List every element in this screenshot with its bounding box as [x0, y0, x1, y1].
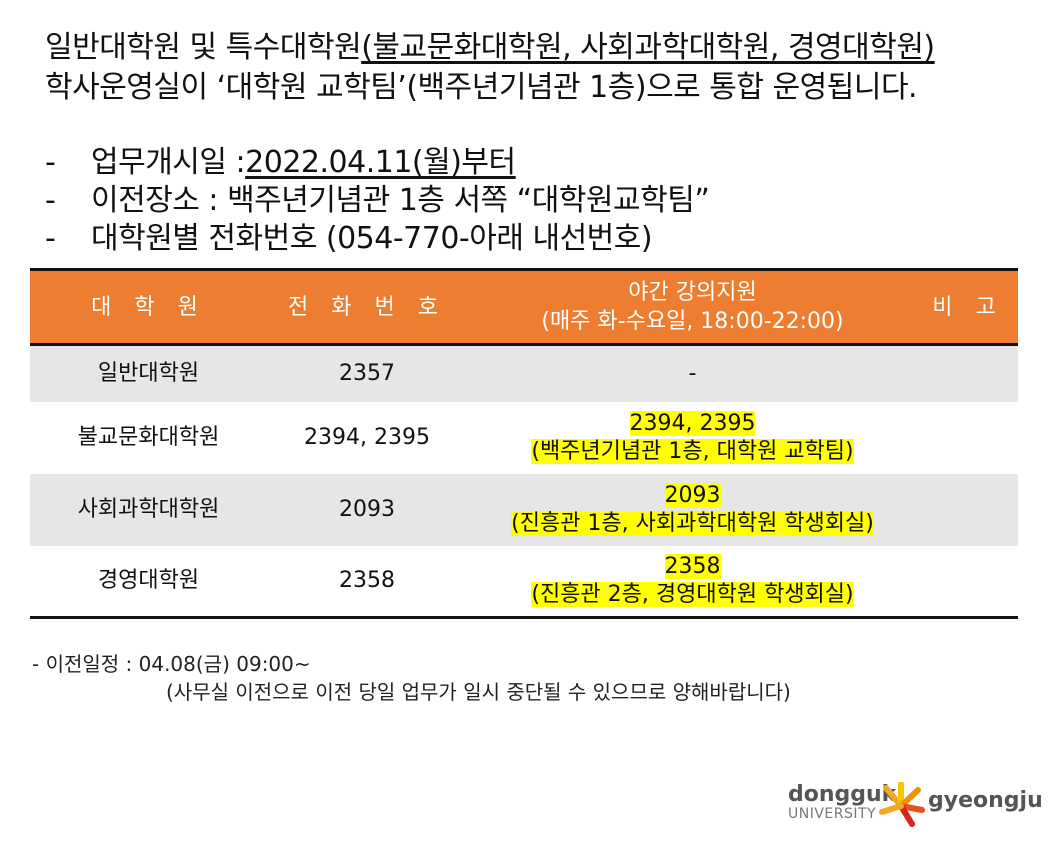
logo-word-university: UNIVERSITY — [788, 806, 877, 822]
bullet-location: - 이전장소 : 백주년기념관 1층 서쪽 “대학원교학팀” — [45, 182, 710, 220]
cell-note — [918, 474, 1018, 546]
university-logo: dongguk UNIVERSITY gyeongju — [788, 782, 1043, 830]
cell-phone: 2394, 2395 — [304, 424, 430, 450]
table-row: 일반대학원 2357 - — [30, 344, 1018, 402]
cell-night: 2093 (진흥관 1층, 사회과학대학원 학생회실) — [467, 474, 918, 546]
night-phone: 2093 — [664, 482, 721, 508]
bullet-dash: - — [45, 221, 56, 256]
header-note: 비 고 — [932, 294, 1004, 320]
start-date-value: 2022.04.11(월)부터 — [245, 145, 516, 180]
bullet-dash: - — [45, 183, 56, 218]
cell-phone: 2357 — [339, 360, 395, 386]
logo-word-gyeongju: gyeongju — [928, 788, 1043, 813]
intro-line-1: 일반대학원 및 특수대학원(불교문화대학원, 사회과학대학원, 경영대학원) — [45, 28, 935, 68]
table-row: 불교문화대학원 2394, 2395 2394, 2395 (백주년기념관 1층… — [30, 402, 1018, 474]
relocation-schedule: - 이전일정 : 04.08(금) 09:00~ — [32, 652, 311, 676]
night-phone: 2358 — [664, 553, 721, 579]
intro-line-1-schools: (불교문화대학원, 사회과학대학원, 경영대학원) — [361, 30, 935, 65]
table-row: 경영대학원 2358 2358 (진흥관 2층, 경영대학원 학생회실) — [30, 546, 1018, 618]
cell-note — [918, 402, 1018, 474]
cell-night: - — [467, 345, 918, 402]
night-place: (진흥관 2층, 경영대학원 학생회실) — [531, 581, 854, 607]
bullet-phone: - 대학원별 전화번호 (054-770-아래 내선번호) — [45, 220, 709, 258]
header-school: 대 학 원 — [91, 294, 206, 320]
header-phone: 전 화 번 호 — [288, 294, 446, 320]
bullet-start-date: - 업무개시일 : 2022.04.11(월)부터 — [45, 144, 709, 182]
logo-word-dongguk: dongguk — [788, 782, 897, 807]
header-night-support: 야간 강의지원 (매주 화-수요일, 18:00-22:00) — [467, 270, 918, 345]
night-phone: 2394, 2395 — [629, 410, 756, 436]
bullet-dash: - — [45, 145, 56, 180]
intro-line-2: 학사운영실이 ‘대학원 교학팀’(백주년기념관 1층)으로 통합 운영됩니다. — [45, 70, 918, 105]
cell-school: 사회과학대학원 — [77, 496, 220, 522]
night-place: (진흥관 1층, 사회과학대학원 학생회실) — [511, 510, 874, 536]
header-night-title: 야간 강의지원 — [628, 280, 757, 305]
cell-school: 일반대학원 — [97, 360, 200, 386]
cell-school: 경영대학원 — [97, 567, 200, 593]
intro-text: 일반대학원 및 특수대학원(불교문화대학원, 사회과학대학원, 경영대학원) 학… — [45, 28, 935, 108]
night-place: (백주년기념관 1층, 대학원 교학팀) — [531, 438, 854, 464]
intro-line-1-text: 일반대학원 및 특수대학원 — [45, 30, 362, 65]
relocation-note: - 이전일정 : 04.08(금) 09:00~ (사무실 이전으로 이전 당일… — [32, 650, 791, 706]
header-night-schedule: (매주 화-수요일, 18:00-22:00) — [541, 309, 844, 334]
cell-phone: 2358 — [339, 567, 395, 593]
contact-table: 대 학 원 전 화 번 호 야간 강의지원 (매주 화-수요일, 18:00-2… — [30, 268, 1018, 619]
cell-school: 불교문화대학원 — [77, 424, 220, 450]
table-row: 사회과학대학원 2093 2093 (진흥관 1층, 사회과학대학원 학생회실) — [30, 473, 1018, 546]
cell-note — [918, 345, 1018, 402]
cell-night: 2358 (진흥관 2층, 경영대학원 학생회실) — [467, 546, 918, 618]
info-bullets: - 업무개시일 : 2022.04.11(월)부터 - 이전장소 : 백주년기념… — [45, 144, 710, 258]
table-header-row: 대 학 원 전 화 번 호 야간 강의지원 (매주 화-수요일, 18:00-2… — [30, 269, 1018, 345]
bullet-label: 대학원별 전화번호 (054-770-아래 내선번호) — [91, 221, 653, 256]
cell-night: 2394, 2395 (백주년기념관 1층, 대학원 교학팀) — [467, 402, 918, 474]
relocation-apology: (사무실 이전으로 이전 당일 업무가 일시 중단될 수 있으므로 양해바랍니다… — [166, 680, 791, 704]
cell-note — [918, 546, 1018, 618]
bullet-label: 이전장소 : 백주년기념관 1층 서쪽 “대학원교학팀” — [91, 183, 710, 218]
cell-phone: 2093 — [339, 496, 395, 522]
bullet-label: 업무개시일 : — [91, 145, 246, 180]
night-phone: - — [688, 360, 697, 386]
logo-emblem-icon — [879, 782, 925, 827]
